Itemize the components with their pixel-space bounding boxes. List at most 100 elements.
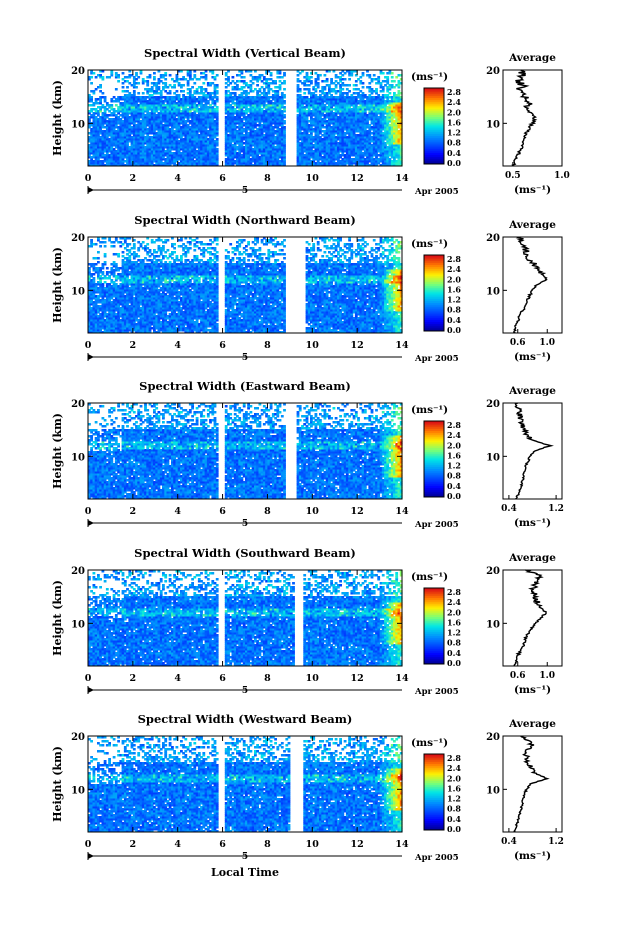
heatmap-cell: [330, 78, 333, 81]
heatmap-cell: [265, 126, 268, 129]
heatmap-cell: [188, 134, 192, 137]
heatmap-cell: [148, 162, 152, 165]
heatmap-cell: [184, 110, 188, 113]
heatmap-cell: [146, 160, 150, 163]
heatmap-cell: [332, 138, 336, 141]
heatmap-cell: [121, 154, 125, 157]
heatmap-cell: [379, 132, 383, 135]
heatmap-cell: [121, 162, 125, 165]
heatmap-cell: [301, 118, 304, 121]
heatmap-cell: [399, 118, 403, 121]
heatmap-cell: [164, 142, 168, 145]
heatmap-cell: [215, 164, 219, 167]
heatmap-cell: [262, 110, 266, 113]
heatmap-cell: [316, 160, 320, 163]
heatmap-cell: [132, 146, 136, 149]
heatmap-cell: [200, 132, 203, 135]
heatmap-cell: [361, 114, 365, 117]
heatmap-cell: [108, 144, 111, 147]
heatmap-cell: [99, 126, 102, 129]
heatmap-cell: [386, 134, 390, 137]
heatmap-cell: [184, 144, 188, 147]
heatmap-cell: [319, 152, 322, 155]
heatmap-cell: [159, 122, 163, 125]
heatmap-cell: [175, 142, 179, 145]
heatmap-cell: [119, 152, 123, 155]
heatmap-cell: [325, 112, 329, 115]
heatmap-cell: [316, 150, 320, 153]
heatmap-cell: [345, 152, 349, 155]
heatmap-cell: [328, 124, 331, 127]
heatmap-cell: [256, 110, 259, 113]
heatmap-cell: [372, 128, 376, 131]
heatmap-cell: [321, 138, 325, 141]
heatmap-cell: [144, 162, 147, 165]
heatmap-cell: [345, 146, 349, 149]
heatmap-cell: [211, 134, 215, 137]
heatmap-cell: [265, 108, 268, 111]
heatmap-cell: [381, 120, 385, 123]
heatmap-cell: [258, 160, 262, 163]
heatmap-cell: [339, 118, 342, 121]
heatmap-cell: [224, 112, 228, 115]
heatmap-cell: [186, 144, 190, 147]
heatmap-cell: [262, 118, 266, 121]
heatmap-cell: [359, 154, 363, 157]
heatmap-cell: [271, 156, 275, 159]
heatmap-cell: [249, 74, 253, 77]
heatmap-cell: [128, 124, 132, 127]
heatmap-cell: [348, 162, 351, 165]
heatmap-cell: [265, 114, 268, 117]
heatmap-cell: [249, 128, 253, 131]
heatmap-cell: [88, 112, 91, 115]
heatmap-cell: [227, 142, 230, 145]
heatmap-cell: [153, 112, 156, 115]
heatmap-cell: [361, 140, 365, 143]
heatmap-cell: [171, 110, 174, 113]
heatmap-cell: [251, 120, 255, 123]
heatmap-cell: [377, 116, 381, 119]
heatmap-cell: [366, 134, 369, 137]
heatmap-cell: [166, 158, 170, 161]
heatmap-cell: [92, 112, 96, 115]
heatmap-cell: [352, 122, 356, 125]
heatmap-cell: [159, 126, 163, 129]
heatmap-cell: [229, 142, 233, 145]
heatmap-cell: [182, 94, 185, 97]
heatmap-cell: [224, 130, 228, 133]
heatmap-cell: [137, 136, 141, 139]
heatmap-cell: [352, 144, 356, 147]
heatmap-cell: [209, 136, 212, 139]
heatmap-cell: [112, 148, 116, 151]
heatmap-cell: [363, 144, 367, 147]
heatmap-cell: [112, 140, 116, 143]
heatmap-cell: [141, 78, 145, 81]
heatmap-cell: [314, 154, 318, 157]
heatmap-cell: [305, 132, 309, 135]
heatmap-cell: [341, 110, 345, 113]
heatmap-cell: [310, 160, 313, 163]
heatmap-cell: [280, 120, 284, 123]
heatmap-cell: [209, 130, 212, 133]
heatmap-cell: [332, 128, 336, 131]
heatmap-cell: [393, 164, 396, 167]
heatmap-cell: [130, 122, 134, 125]
heatmap-cell: [144, 164, 147, 167]
heatmap-cell: [377, 144, 381, 147]
heatmap-cell: [368, 86, 372, 89]
heatmap-cell: [283, 72, 286, 75]
heatmap-cell: [128, 150, 132, 153]
heatmap-cell: [269, 108, 273, 111]
heatmap-cell: [182, 156, 185, 159]
heatmap-cell: [202, 112, 206, 115]
heatmap-cell: [166, 108, 170, 111]
heatmap-cell: [182, 122, 185, 125]
heatmap-cell: [119, 144, 123, 147]
heatmap-cell: [377, 110, 381, 113]
heatmap-cell: [119, 160, 123, 163]
heatmap-cell: [197, 140, 201, 143]
heatmap-cell: [381, 118, 385, 121]
heatmap-cell: [188, 112, 192, 115]
heatmap-cell: [254, 150, 257, 153]
heatmap-cell: [195, 158, 199, 161]
